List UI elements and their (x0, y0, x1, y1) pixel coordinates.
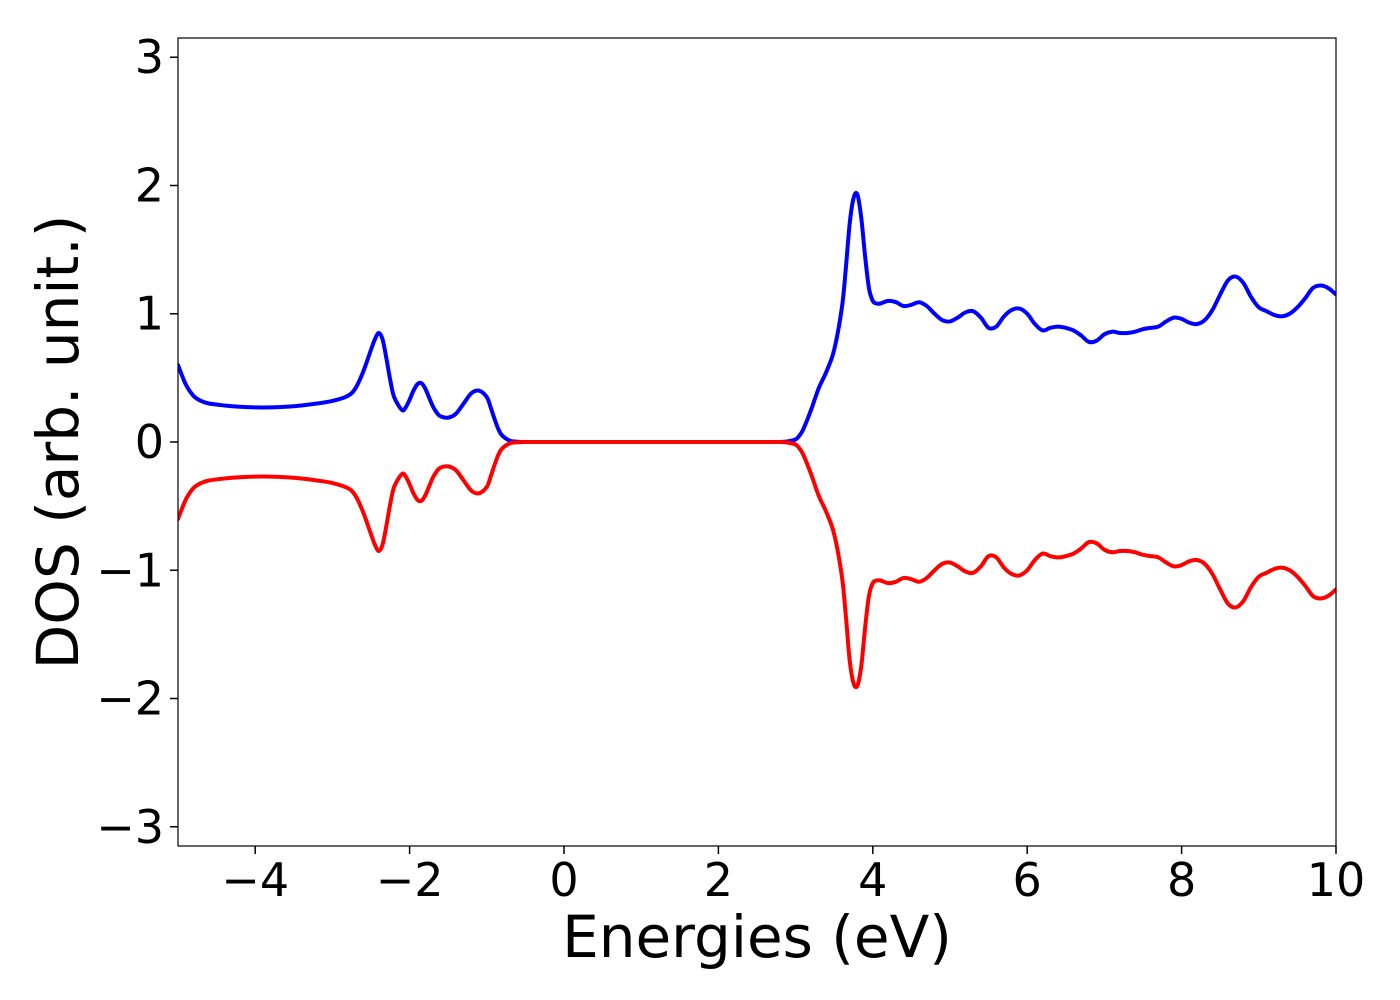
series-line-0 (178, 190, 1336, 445)
y-tick-label: −2 (96, 672, 164, 726)
x-axis: −4 −2 0 2 4 6 8 10 (221, 846, 1365, 907)
y-tick-label: −1 (96, 543, 164, 597)
y-tick-label: 1 (135, 287, 164, 341)
x-axis-label: Energies (eV) (562, 903, 952, 971)
x-tick-label: 6 (1013, 853, 1042, 907)
x-tick-label: 2 (704, 853, 733, 907)
y-tick-label: −3 (96, 800, 164, 854)
x-tick-label: −4 (221, 853, 289, 907)
series-line-1 (178, 439, 1336, 690)
y-axis-label: DOS (arb. unit.) (24, 215, 92, 670)
x-tick-label: 4 (858, 853, 887, 907)
x-tick-label: 10 (1307, 853, 1366, 907)
y-tick-label: 3 (135, 30, 164, 84)
y-axis: −3 −2 −1 0 1 2 3 (96, 30, 178, 854)
x-tick-label: −2 (376, 853, 444, 907)
y-tick-label: 2 (135, 158, 164, 212)
y-tick-label: 0 (135, 415, 164, 469)
series-layer (178, 190, 1336, 690)
x-tick-label: 8 (1167, 853, 1196, 907)
x-tick-label: 0 (549, 853, 578, 907)
